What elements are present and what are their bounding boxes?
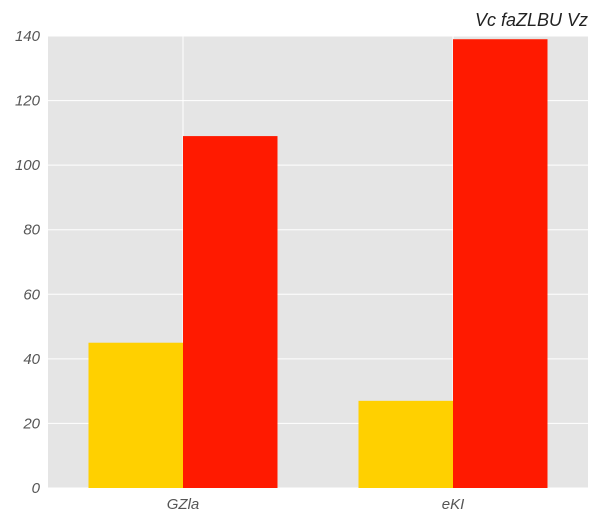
x-tick-label: eKI xyxy=(442,496,465,513)
bars xyxy=(88,39,548,489)
bar xyxy=(183,136,278,489)
y-tick-label: 80 xyxy=(23,222,40,239)
y-tick-label: 40 xyxy=(23,351,40,368)
chart-title: Vc faZLBU Vz xyxy=(475,10,588,30)
y-tick-label: 140 xyxy=(15,28,41,45)
x-axis-ticks: GZla eKI xyxy=(167,496,465,513)
y-tick-label: 20 xyxy=(22,415,40,432)
bar xyxy=(358,400,453,488)
y-tick-label: 0 xyxy=(32,480,41,497)
y-tick-label: 60 xyxy=(23,286,40,303)
y-tick-label: 120 xyxy=(15,93,41,110)
x-tick-label: GZla xyxy=(167,496,200,513)
y-axis-ticks: 0 20 40 60 80 100 120 140 xyxy=(15,28,41,497)
bar xyxy=(453,39,548,488)
y-tick-label: 100 xyxy=(15,157,41,174)
bar xyxy=(88,342,183,488)
